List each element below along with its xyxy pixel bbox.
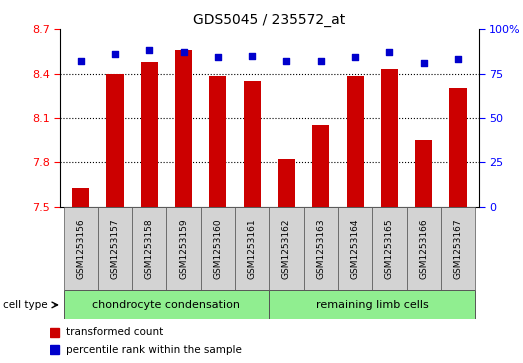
Point <box>248 53 256 58</box>
Text: percentile rank within the sample: percentile rank within the sample <box>65 345 242 355</box>
Bar <box>304 207 338 290</box>
Bar <box>312 125 329 207</box>
Text: GSM1253156: GSM1253156 <box>76 218 85 279</box>
Bar <box>132 207 166 290</box>
Bar <box>175 50 192 207</box>
Point <box>385 49 394 55</box>
Bar <box>235 207 269 290</box>
Bar <box>449 88 467 207</box>
Bar <box>64 207 98 290</box>
Point <box>145 48 153 53</box>
Bar <box>107 73 123 207</box>
Bar <box>209 77 226 207</box>
Point <box>419 60 428 66</box>
Bar <box>244 81 261 207</box>
Text: GSM1253163: GSM1253163 <box>316 218 325 279</box>
Bar <box>338 207 372 290</box>
Point <box>179 49 188 55</box>
Bar <box>406 207 441 290</box>
Bar <box>278 159 295 207</box>
Text: GSM1253161: GSM1253161 <box>248 218 257 279</box>
Point <box>214 54 222 60</box>
Text: GSM1253158: GSM1253158 <box>145 218 154 279</box>
Bar <box>347 77 363 207</box>
Text: GSM1253160: GSM1253160 <box>213 218 222 279</box>
Text: chondrocyte condensation: chondrocyte condensation <box>93 300 241 310</box>
Bar <box>381 69 398 207</box>
Text: GSM1253164: GSM1253164 <box>350 219 360 279</box>
Text: remaining limb cells: remaining limb cells <box>316 300 429 310</box>
Point <box>111 51 119 57</box>
Text: GSM1253159: GSM1253159 <box>179 218 188 279</box>
Bar <box>166 207 201 290</box>
Point <box>282 58 291 64</box>
Point <box>316 58 325 64</box>
Bar <box>98 207 132 290</box>
Text: GSM1253162: GSM1253162 <box>282 219 291 279</box>
Text: GSM1253165: GSM1253165 <box>385 218 394 279</box>
Bar <box>415 140 432 207</box>
Point <box>76 58 85 64</box>
Point <box>351 54 359 60</box>
Bar <box>72 188 89 207</box>
Bar <box>50 328 59 337</box>
Title: GDS5045 / 235572_at: GDS5045 / 235572_at <box>193 13 346 26</box>
Bar <box>372 207 406 290</box>
Text: transformed count: transformed count <box>65 327 163 337</box>
Text: GSM1253167: GSM1253167 <box>453 218 462 279</box>
Bar <box>141 62 158 207</box>
Bar <box>441 207 475 290</box>
Bar <box>269 207 304 290</box>
Bar <box>50 345 59 354</box>
Point <box>454 56 462 62</box>
Bar <box>201 207 235 290</box>
Bar <box>64 290 269 319</box>
Text: GSM1253166: GSM1253166 <box>419 218 428 279</box>
Text: cell type: cell type <box>3 300 47 310</box>
Text: GSM1253157: GSM1253157 <box>110 218 120 279</box>
Bar <box>269 290 475 319</box>
